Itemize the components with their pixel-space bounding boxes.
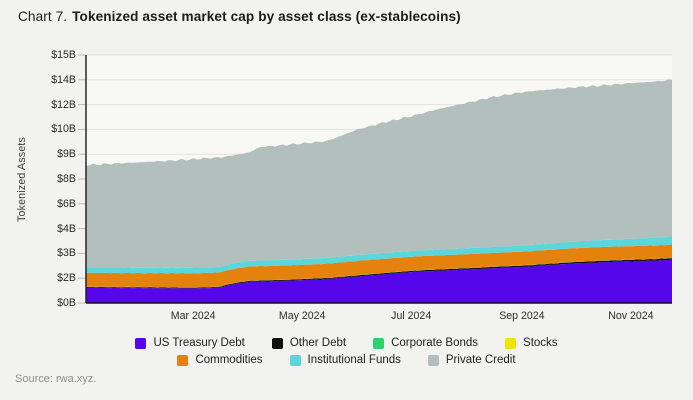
legend-item-private-credit: Private Credit: [427, 354, 516, 366]
legend-row-1: US Treasury Debt Other Debt Corporate Bond…: [135, 337, 558, 349]
y-tick-label: $10B: [51, 123, 76, 136]
y-tick-label: $15B: [51, 49, 76, 61]
area-institutional-funds: [86, 236, 672, 274]
legend-swatch-stocks: [505, 337, 517, 349]
x-tick-label: May 2024: [278, 310, 326, 322]
y-tick-label: $2B: [57, 272, 76, 285]
legend-label: Institutional Funds: [307, 354, 401, 366]
chart-number: Chart 7.: [18, 9, 68, 24]
legend-item-commodities: Commodities: [177, 354, 263, 366]
plot-svg: [78, 54, 672, 304]
x-tick-label: Mar 2024: [170, 310, 216, 322]
y-tick-label: $8B: [57, 173, 76, 185]
legend-swatch-corporate-bonds: [373, 337, 385, 349]
legend-label: Stocks: [523, 337, 558, 349]
legend: US Treasury Debt Other Debt Corporate Bond…: [0, 337, 693, 366]
area-other-debt: [86, 258, 672, 289]
legend-swatch-other-debt: [271, 337, 283, 349]
chart-title-text: Tokenized asset market cap by asset clas…: [72, 9, 461, 24]
area-private-credit: [86, 79, 672, 268]
legend-label: Private Credit: [445, 354, 516, 366]
y-axis-tick-labels: $0B $2B $3B $4B $6B $8B $9B $10B $12B $14B $15B: [0, 49, 76, 309]
y-tick-label: $4B: [57, 222, 76, 235]
x-tick-label: Sep 2024: [499, 310, 545, 322]
legend-swatch-commodities: [177, 354, 189, 366]
area-commodities: [86, 244, 672, 288]
chart-title: Chart 7. Tokenized asset market cap by as…: [18, 9, 461, 24]
legend-label: Other Debt: [289, 337, 347, 349]
legend-item-corporate-bonds: Corporate Bonds: [373, 337, 478, 349]
legend-swatch-institutional-funds: [289, 354, 301, 366]
legend-item-institutional-funds: Institutional Funds: [289, 354, 401, 366]
x-tick-label: Nov 2024: [608, 310, 654, 322]
y-tick-label: $3B: [57, 247, 76, 260]
y-tick-label: $6B: [57, 197, 76, 210]
legend-label: Commodities: [195, 354, 263, 366]
area-us-treasury-debt: [86, 259, 672, 303]
legend-row-2: Commodities Institutional Funds Private Cr…: [177, 354, 516, 366]
legend-label: Corporate Bonds: [391, 337, 479, 349]
y-tick-label: $12B: [51, 98, 76, 111]
legend-swatch-private-credit: [427, 354, 439, 366]
y-tick-label: $14B: [51, 73, 76, 86]
source-note: Source: rwa.xyz.: [15, 373, 97, 385]
x-tick-label: Jul 2024: [391, 310, 432, 322]
legend-item-stocks: Stocks: [505, 337, 558, 349]
legend-swatch-us-treasury-debt: [135, 337, 147, 349]
x-axis-tick-labels: Mar 2024 May 2024 Jul 2024 Sep 2024 Nov 2024: [86, 310, 672, 326]
plot-area: [78, 54, 672, 304]
y-tick-label: $9B: [57, 148, 76, 161]
y-tick-label: $0B: [57, 297, 76, 309]
legend-item-us-treasury-debt: US Treasury Debt: [135, 337, 245, 349]
legend-item-other-debt: Other Debt: [271, 337, 347, 349]
legend-label: US Treasury Debt: [153, 337, 245, 349]
